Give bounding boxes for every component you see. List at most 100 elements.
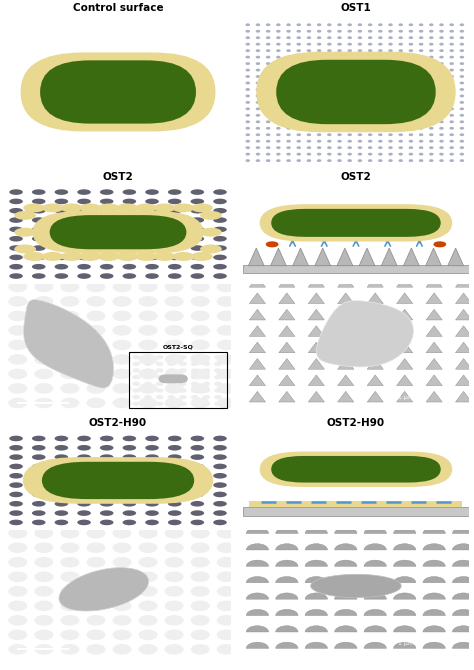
Circle shape [358,43,362,46]
Circle shape [8,630,27,640]
Circle shape [213,245,227,251]
Circle shape [8,543,27,553]
Circle shape [246,107,250,111]
Circle shape [100,190,113,195]
Circle shape [286,88,291,91]
Polygon shape [271,248,286,266]
Circle shape [154,252,175,261]
Circle shape [217,600,236,611]
Circle shape [439,153,444,155]
Circle shape [123,445,136,451]
Circle shape [307,75,311,78]
Circle shape [191,340,210,350]
Circle shape [388,146,393,149]
Circle shape [296,140,301,143]
Circle shape [255,23,260,26]
Circle shape [388,140,393,143]
Circle shape [255,107,260,111]
Circle shape [145,436,159,442]
Circle shape [266,36,271,39]
Circle shape [296,82,301,84]
Circle shape [429,127,434,130]
Circle shape [378,36,383,39]
Circle shape [191,296,210,307]
Circle shape [368,127,373,130]
Circle shape [100,255,113,260]
Circle shape [419,159,423,162]
Circle shape [255,82,260,84]
Circle shape [8,528,27,539]
Circle shape [409,159,413,162]
Circle shape [337,56,342,58]
Circle shape [34,340,54,350]
Circle shape [191,600,210,611]
Circle shape [217,572,236,582]
Circle shape [191,236,204,241]
Circle shape [191,543,210,553]
Wedge shape [452,560,474,566]
Text: OST2: OST2 [103,172,133,182]
Circle shape [55,454,68,460]
Circle shape [168,436,182,442]
Circle shape [460,88,464,91]
Circle shape [60,311,80,321]
Polygon shape [426,391,442,402]
Circle shape [213,190,227,195]
Circle shape [79,204,101,212]
Circle shape [296,43,301,46]
Circle shape [286,101,291,104]
Circle shape [439,43,444,46]
Circle shape [449,49,454,52]
Circle shape [213,208,227,214]
Circle shape [266,56,271,58]
Polygon shape [367,391,383,402]
Wedge shape [364,527,386,533]
Wedge shape [276,560,298,566]
Wedge shape [423,527,446,533]
Circle shape [34,325,54,336]
Circle shape [347,82,352,84]
Circle shape [255,114,260,117]
Circle shape [327,101,332,104]
Circle shape [327,88,332,91]
Circle shape [8,644,27,655]
Circle shape [34,281,54,292]
Wedge shape [276,576,298,583]
Wedge shape [246,527,269,533]
Wedge shape [364,626,386,632]
Circle shape [368,159,373,162]
Circle shape [429,75,434,78]
Polygon shape [308,277,324,287]
Circle shape [276,43,281,46]
Circle shape [327,114,332,117]
Circle shape [34,586,54,596]
Circle shape [439,82,444,84]
Circle shape [213,454,227,460]
Circle shape [317,82,321,84]
Wedge shape [393,544,416,550]
Circle shape [327,159,332,162]
Circle shape [327,121,332,123]
Circle shape [368,56,373,58]
Circle shape [100,492,113,497]
Circle shape [60,398,80,408]
Polygon shape [249,293,265,304]
Circle shape [317,107,321,111]
Polygon shape [367,293,383,304]
Circle shape [368,23,373,26]
Circle shape [213,520,227,525]
Circle shape [399,88,403,91]
Circle shape [100,520,113,525]
Circle shape [266,75,271,78]
Circle shape [347,75,352,78]
Wedge shape [393,626,416,632]
Circle shape [266,101,271,104]
Circle shape [32,236,46,241]
Circle shape [14,211,36,220]
Circle shape [307,146,311,149]
Wedge shape [393,527,416,533]
Circle shape [368,82,373,84]
Circle shape [213,236,227,241]
Circle shape [337,159,342,162]
Circle shape [460,23,464,26]
